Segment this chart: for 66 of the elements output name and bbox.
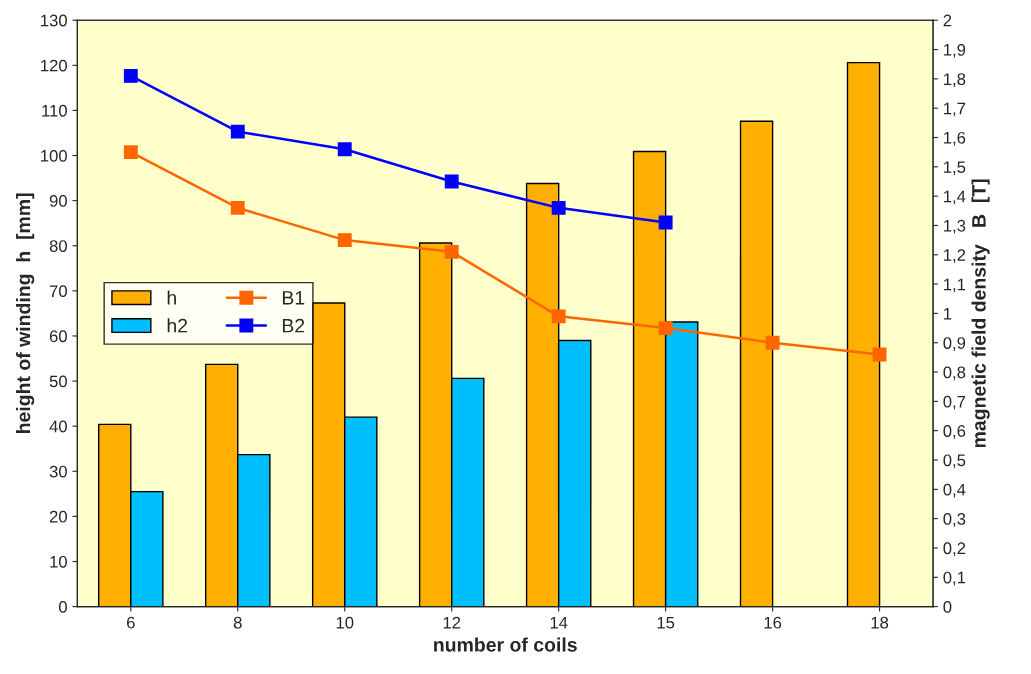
y2-tick-label: 0,8 — [943, 366, 966, 381]
x-tick-label: 8 — [233, 616, 242, 629]
y2-tick-label: 1,9 — [944, 43, 966, 58]
y2-tick-label: 0,4 — [943, 483, 966, 498]
y2-tick-label: 0,9 — [943, 337, 966, 351]
x-axis-title: number of coils — [434, 637, 577, 652]
x-tick-label: 6 — [127, 616, 135, 629]
y-tick-label: 20 — [49, 510, 67, 523]
y-tick-label: 0 — [58, 601, 67, 613]
point — [123, 68, 138, 83]
y2-tick-label: 1,1 — [944, 278, 966, 293]
point — [337, 142, 352, 157]
point — [658, 321, 673, 336]
y-axis-title: height of winding h [mm] — [16, 193, 35, 434]
y-tick-label: 50 — [49, 375, 67, 388]
y2-tick-label: 1,2 — [944, 249, 966, 263]
y2-tick-label: 1,7 — [944, 102, 966, 117]
y2-tick-label: 1,5 — [944, 161, 966, 175]
y2-tick-label: 1 — [944, 307, 952, 320]
x-tick-label: 18 — [871, 616, 889, 629]
bar — [846, 61, 881, 607]
y2-tick-label: 1,3 — [944, 219, 966, 234]
point — [765, 335, 780, 350]
x-tick-label: 15 — [657, 616, 675, 629]
y2-tick-label: 0,6 — [943, 425, 966, 439]
legend-label: B2 — [282, 318, 305, 333]
point — [123, 145, 138, 160]
x-tick-label: 14 — [550, 616, 568, 629]
point — [337, 233, 352, 248]
y2-tick-label: 0,1 — [943, 571, 966, 586]
y-tick-label: 90 — [49, 195, 67, 207]
x-tick-label: 12 — [443, 616, 461, 629]
point — [658, 215, 673, 230]
y2-axis-title: magnetic field density B [T] — [971, 179, 990, 448]
point — [872, 347, 887, 362]
bar — [739, 120, 774, 607]
y2-tick-label: 0,3 — [943, 513, 966, 527]
y2-tick-label: 2 — [943, 14, 952, 27]
y-tick-label: 60 — [49, 330, 67, 343]
legend-label: B1 — [282, 291, 305, 305]
y-tick-label: 130 — [41, 14, 67, 27]
y2-tick-label: 1,4 — [944, 190, 966, 205]
y-tick-label: 40 — [49, 420, 67, 433]
y-tick-label: 10 — [50, 555, 67, 568]
x-tick-label: 10 — [336, 616, 354, 629]
point — [444, 174, 459, 189]
point — [230, 200, 245, 215]
x-tick-label: 16 — [764, 616, 782, 629]
y-tick-label: 30 — [49, 465, 67, 478]
point — [551, 309, 566, 324]
point — [230, 124, 245, 139]
y-tick-label: 70 — [49, 285, 67, 298]
y-tick-label: 80 — [49, 240, 67, 252]
point — [444, 244, 459, 259]
y2-tick-label: 0,2 — [943, 542, 966, 557]
y2-tick-label: 1,8 — [944, 73, 966, 88]
y-tick-label: 110 — [42, 104, 67, 117]
y2-tick-label: 0,7 — [943, 395, 966, 410]
y-tick-label: 120 — [41, 59, 67, 72]
legend-label: h2 — [167, 318, 188, 333]
point — [551, 200, 566, 215]
y2-tick-label: 1,6 — [944, 131, 966, 146]
legend-label: h — [167, 290, 176, 305]
y2-tick-label: 0,5 — [943, 454, 966, 469]
y-tick-label: 100 — [41, 149, 67, 162]
y2-tick-label: 0 — [943, 601, 952, 613]
